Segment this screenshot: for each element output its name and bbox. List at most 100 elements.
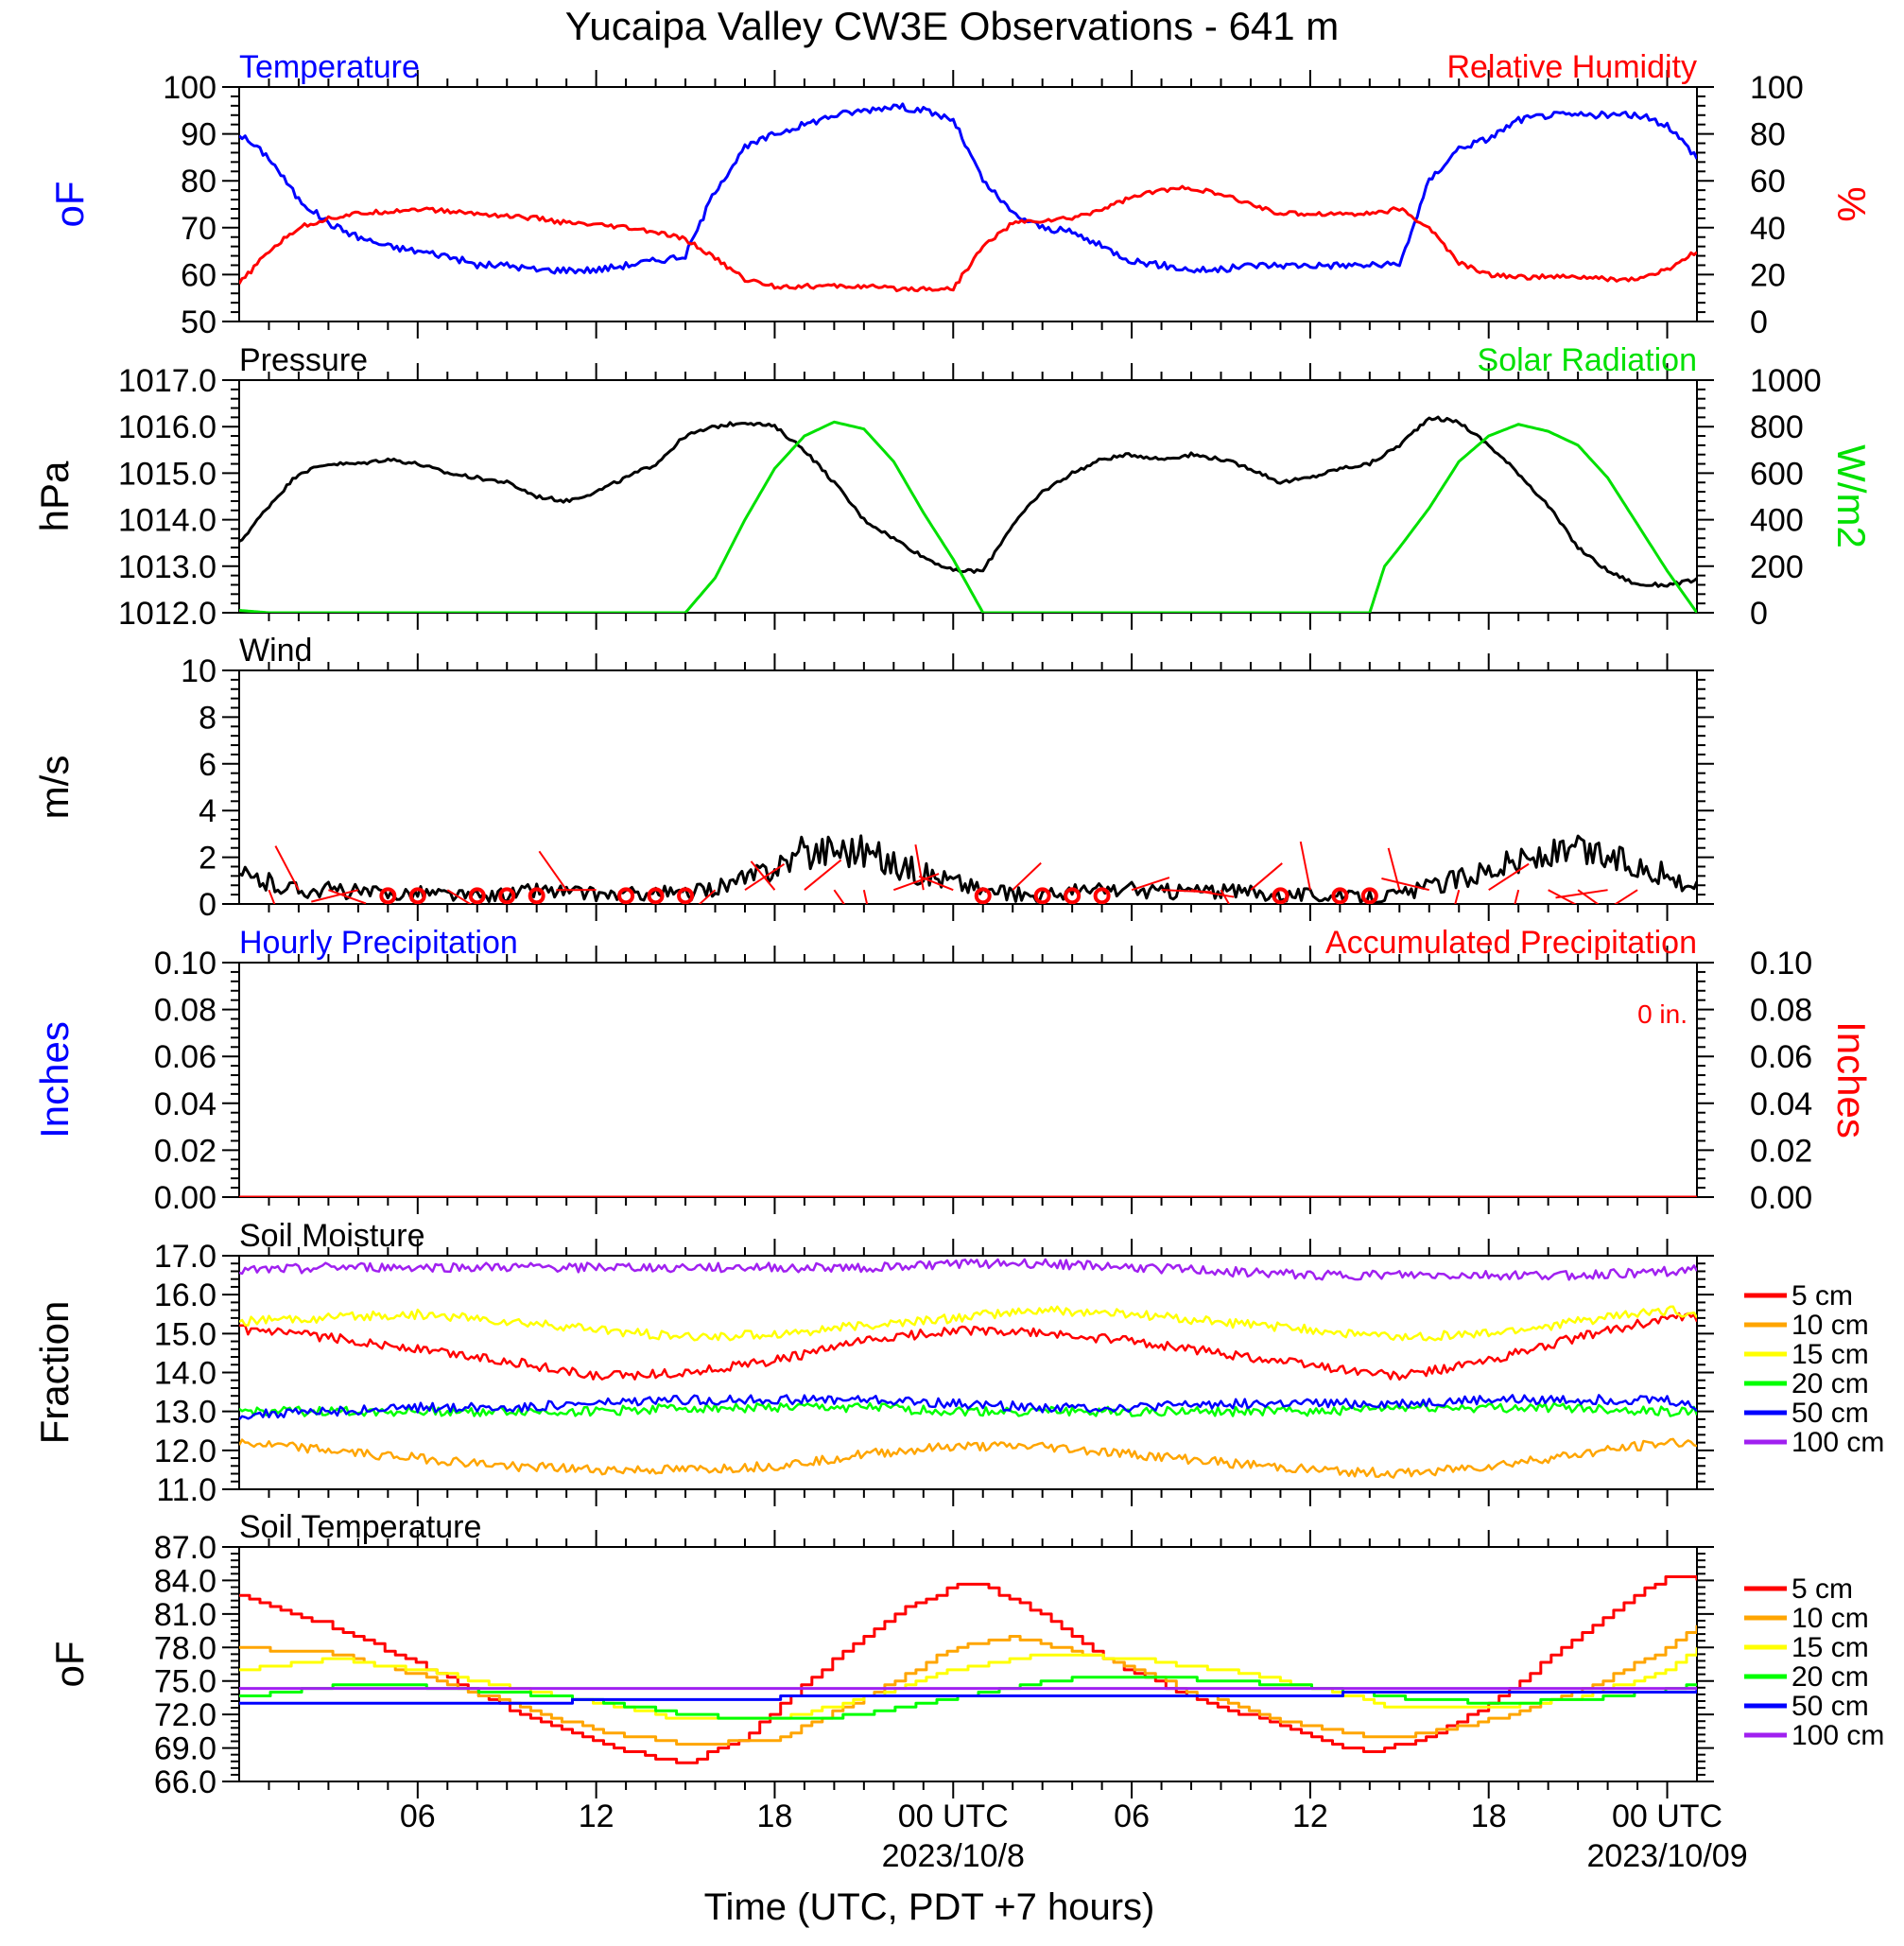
y-tick-label-left: 70	[181, 211, 216, 247]
calm-wind-marker	[1331, 887, 1349, 904]
wind-barb	[1381, 877, 1430, 892]
wind-barb	[538, 850, 567, 891]
series-line-100-cm	[239, 1258, 1697, 1281]
y-tick-label-left: 1014.0	[118, 503, 216, 539]
legend-label: 5 cm	[1791, 1280, 1853, 1312]
y-tick-label-right: 1000	[1750, 363, 1822, 399]
series-line-20-cm	[239, 1401, 1697, 1417]
y-tick-label-left: 0.10	[154, 946, 216, 982]
panel-2: 1012.0 1013.0 1014.0 1015.0 1016.0 1017.0 0 200…	[32, 342, 1874, 632]
wind-barb	[804, 859, 842, 891]
series-line-10-cm	[239, 1437, 1697, 1479]
wind-barb	[1514, 889, 1520, 904]
x-axis-label: Time (UTC, PDT +7 hours)	[704, 1886, 1155, 1928]
y-tick-label-left: 50	[181, 304, 216, 340]
plot-frame	[238, 669, 1698, 905]
panel-title-left: Temperature	[239, 49, 420, 85]
series-group	[239, 1575, 1697, 1764]
panel-1: 50 60 70 80 90 100 0 20 40 60 80 100 Temperature Rela…	[47, 49, 1874, 340]
y-tick-label-left: 0.02	[154, 1133, 216, 1169]
y-axis-label-left: hPa	[32, 460, 77, 531]
legend-label: 100 cm	[1791, 1720, 1884, 1751]
legend-label: 5 cm	[1791, 1573, 1853, 1605]
series-group	[239, 834, 1697, 904]
y-tick-label-left: 84.0	[154, 1563, 216, 1599]
plot-frame	[238, 1255, 1698, 1490]
y-axis-label-left: Inches	[32, 1021, 77, 1138]
calm-wind-marker	[647, 887, 665, 904]
y-tick-label-right: 40	[1750, 211, 1786, 247]
y-tick-label-left: 1015.0	[118, 456, 216, 492]
panel-6: 66.069.072.075.078.081.084.087.0 Soil Tem…	[47, 1509, 1884, 1800]
y-tick-label-right: 0.08	[1750, 993, 1812, 1029]
panel-4: 0.00 0.02 0.04 0.06 0.08 0.10 0.00 0.02 0.04 0.06…	[32, 925, 1874, 1216]
x-tick-label: 00 UTC	[1612, 1798, 1722, 1834]
series-line-pressure	[239, 415, 1697, 588]
y-tick-label-left: 0	[199, 887, 216, 923]
y-tick-label-left: 0.08	[154, 993, 216, 1029]
y-tick-label-left: 66.0	[154, 1764, 216, 1800]
y-tick-label-left: 0.06	[154, 1039, 216, 1075]
y-axis-label-left: oF	[47, 1641, 92, 1687]
wind-barb	[1488, 862, 1530, 892]
x-tick-label: 18	[757, 1798, 793, 1834]
y-tick-label-left: 0.04	[154, 1086, 216, 1122]
y-tick-label-left: 69.0	[154, 1731, 216, 1767]
panel-title-left: Soil Moisture	[239, 1218, 425, 1254]
legend-label: 100 cm	[1791, 1427, 1884, 1458]
y-tick-label-right: 0.02	[1750, 1133, 1812, 1169]
calm-wind-marker	[1064, 887, 1082, 904]
panel-title-right: Solar Radiation	[1478, 342, 1697, 378]
calm-wind-marker	[1033, 887, 1051, 904]
plot-frame	[238, 86, 1698, 322]
x-tick-date: 2023/10/09	[1586, 1838, 1747, 1874]
y-tick-label-left: 15.0	[154, 1316, 216, 1352]
wind-barb	[750, 860, 776, 891]
panel-5: 11.012.013.014.0 15.016.017.0 Soil Moistur…	[32, 1218, 1884, 1508]
wind-barb	[268, 889, 276, 904]
y-axis-label-right: Inches	[1829, 1021, 1874, 1138]
y-axis-label-left: oF	[47, 181, 92, 227]
wind-barb	[1614, 889, 1638, 904]
y-tick-label-right: 600	[1750, 456, 1804, 492]
y-tick-label-right: 800	[1750, 409, 1804, 445]
y-tick-label-right: 0	[1750, 596, 1768, 632]
series-group	[239, 1258, 1697, 1479]
y-tick-label-right: 200	[1750, 549, 1804, 585]
panel-title-right: Accumulated Precipitation	[1325, 925, 1697, 961]
legend-label: 15 cm	[1791, 1339, 1869, 1370]
wind-barb	[446, 889, 473, 904]
calm-wind-marker	[528, 887, 545, 904]
y-tick-label-left: 12.0	[154, 1433, 216, 1469]
x-tick-date: 2023/10/8	[882, 1838, 1025, 1874]
wind-barb	[1299, 841, 1311, 891]
y-axis-label-left: Fraction	[32, 1301, 77, 1445]
y-tick-label-left: 0.00	[154, 1180, 216, 1216]
y-tick-label-left: 1012.0	[118, 596, 216, 632]
plot-frame	[238, 1546, 1698, 1782]
wind-barb	[698, 889, 717, 904]
wind-barb	[1220, 889, 1231, 904]
x-tick-label: 18	[1471, 1798, 1507, 1834]
plot-frame	[238, 379, 1698, 614]
x-tick-label: 12	[579, 1798, 614, 1834]
y-tick-label-left: 14.0	[154, 1356, 216, 1392]
calm-wind-marker	[1360, 887, 1378, 904]
series-line-15-cm	[239, 1647, 1697, 1720]
wind-barb	[918, 875, 954, 892]
wind-barb	[862, 889, 869, 904]
y-tick-label-left: 10	[181, 653, 216, 689]
wind-barb	[1577, 889, 1600, 904]
wind-barb	[1190, 889, 1235, 898]
y-axis-label-right: W/m2	[1829, 444, 1874, 548]
y-tick-label-right: 80	[1750, 117, 1786, 153]
wind-barb	[1250, 862, 1283, 891]
y-tick-label-left: 11.0	[156, 1472, 216, 1508]
wind-barb	[914, 844, 925, 891]
panel-title-left: Soil Temperature	[239, 1509, 481, 1545]
series-group	[239, 102, 1697, 293]
x-tick-label: 00 UTC	[898, 1798, 1009, 1834]
